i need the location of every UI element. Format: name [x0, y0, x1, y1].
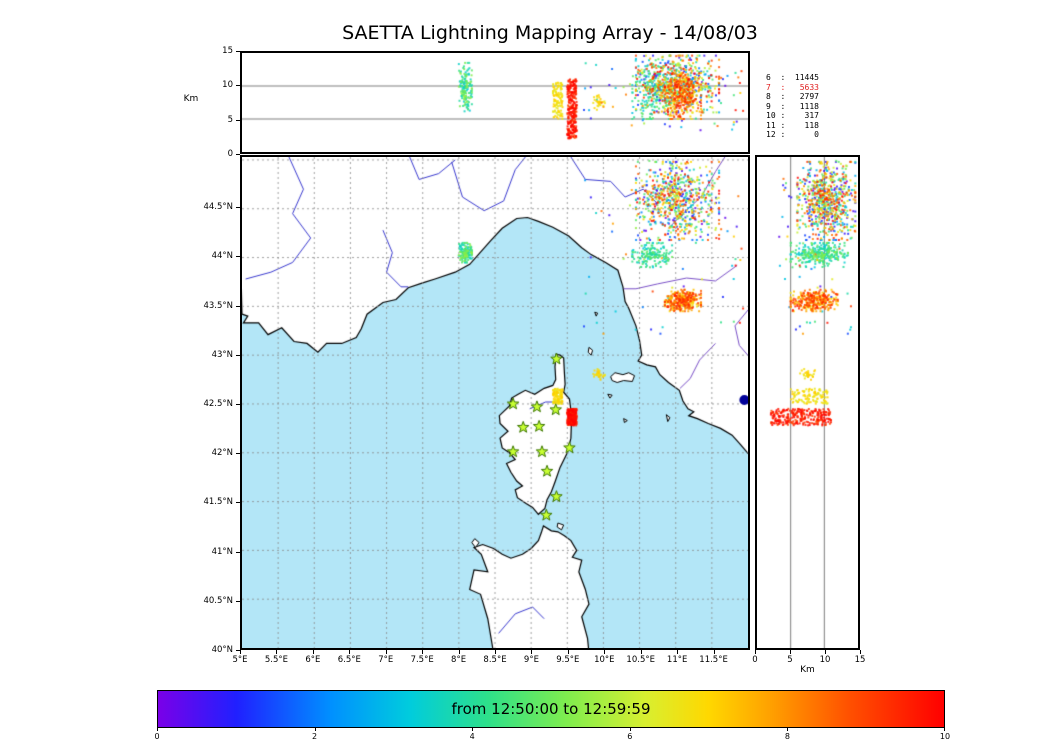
- tick-mark: [240, 650, 241, 654]
- lon-tick-11.5: 11.5°E: [699, 655, 728, 665]
- colorbar-tick-6: 6: [627, 732, 633, 741]
- tick-mark: [236, 650, 240, 651]
- lat-tick-41: 41°N: [211, 546, 233, 557]
- tick-mark: [604, 650, 606, 654]
- lon-tick-5: 5°E: [232, 655, 248, 665]
- lon-tick-7: 7°E: [378, 655, 394, 665]
- tick-mark: [629, 728, 631, 731]
- tick-mark: [472, 728, 474, 731]
- altitude-counts-legend: 6 : 11445 7 : 5633 8 : 2797 9 : 1118 10 : 31…: [766, 73, 819, 140]
- colorbar-tick-8: 8: [784, 732, 790, 741]
- tick-mark: [787, 728, 789, 731]
- lat-tick-44.5: 44.5°N: [203, 202, 233, 213]
- count-row-alt-7: 7 : 5633: [766, 82, 819, 92]
- right-panel-xtick-10: 10: [819, 655, 831, 665]
- count-row-alt-12: 12 : 0: [766, 130, 819, 139]
- tick-mark: [531, 650, 533, 654]
- lat-tick-43: 43°N: [211, 349, 233, 360]
- lon-tick-6: 6°E: [305, 655, 321, 665]
- top-panel-ytick-10: 10: [222, 80, 233, 91]
- lat-tick-42: 42°N: [211, 448, 233, 459]
- tick-mark: [385, 650, 387, 654]
- top-panel-ytick-0: 0: [227, 149, 233, 159]
- tick-mark: [236, 154, 240, 155]
- tick-mark: [677, 650, 679, 654]
- tick-mark: [236, 51, 240, 52]
- lon-tick-8.5: 8.5°E: [483, 655, 507, 665]
- altitude-vs-latitude-panel: [755, 155, 860, 650]
- tick-mark: [236, 305, 240, 307]
- count-row-alt-8: 8 : 2797: [766, 92, 819, 101]
- lon-tick-10.5: 10.5°E: [626, 655, 655, 665]
- colorbar-tick-4: 4: [469, 732, 475, 741]
- tick-mark: [860, 650, 861, 654]
- tick-mark: [236, 207, 240, 209]
- colorbar-tick-0: 0: [154, 732, 160, 741]
- count-row-alt-11: 11 : 118: [766, 120, 819, 130]
- right-panel-xtick-15: 15: [854, 655, 866, 665]
- tick-mark: [640, 650, 642, 654]
- tick-mark: [236, 551, 240, 553]
- tick-mark: [236, 403, 240, 405]
- tick-mark: [458, 650, 460, 654]
- lon-tick-11: 11°E: [666, 655, 688, 665]
- altitude-vs-longitude-panel: [240, 51, 750, 154]
- tick-mark: [236, 119, 240, 121]
- tick-mark: [944, 728, 945, 731]
- lat-tick-40.5: 40.5°N: [203, 595, 233, 606]
- top-panel-ylabel: Km: [183, 94, 199, 104]
- top-panel-ytick-15: 15: [222, 46, 233, 56]
- lat-tick-40: 40°N: [211, 645, 233, 655]
- lon-tick-9: 9°E: [523, 655, 539, 665]
- lat-tick-44: 44°N: [211, 251, 233, 262]
- altitude-latitude-canvas: [757, 157, 858, 648]
- right-panel-xtick-0: 0: [752, 655, 758, 665]
- tick-mark: [236, 85, 240, 87]
- count-row-alt-6: 6 : 11445: [766, 73, 819, 82]
- lon-tick-8: 8°E: [451, 655, 467, 665]
- figure-title: SAETTA Lightning Mapping Array - 14/08/0…: [342, 22, 758, 44]
- tick-mark: [825, 650, 826, 654]
- tick-mark: [236, 453, 240, 455]
- tick-mark: [236, 354, 240, 356]
- colorbar-tick-2: 2: [312, 732, 318, 741]
- count-row-alt-10: 10 : 317: [766, 111, 819, 120]
- lon-tick-6.5: 6.5°E: [337, 655, 361, 665]
- tick-mark: [567, 650, 569, 654]
- map-panel: [240, 155, 750, 650]
- tick-mark: [349, 650, 351, 654]
- tick-mark: [276, 650, 278, 654]
- tick-mark: [157, 728, 158, 731]
- top-panel-ytick-5: 5: [227, 114, 233, 125]
- map-canvas: [242, 157, 748, 648]
- tick-mark: [236, 600, 240, 602]
- time-colorbar: from 12:50:00 to 12:59:59: [157, 690, 945, 728]
- tick-mark: [713, 650, 715, 654]
- lon-tick-5.5: 5.5°E: [264, 655, 288, 665]
- tick-mark: [790, 650, 791, 654]
- count-row-alt-9: 9 : 1118: [766, 101, 819, 111]
- lon-tick-7.5: 7.5°E: [410, 655, 434, 665]
- tick-mark: [236, 256, 240, 258]
- lat-tick-41.5: 41.5°N: [203, 497, 233, 508]
- tick-mark: [495, 650, 496, 654]
- tick-mark: [422, 650, 424, 654]
- altitude-longitude-canvas: [242, 53, 748, 152]
- colorbar-label: from 12:50:00 to 12:59:59: [451, 700, 651, 718]
- right-panel-xtick-5: 5: [787, 655, 793, 665]
- tick-mark: [314, 728, 316, 731]
- tick-mark: [755, 650, 756, 654]
- right-panel-xlabel: Km: [800, 665, 815, 675]
- lat-tick-43.5: 43.5°N: [203, 300, 233, 311]
- tick-mark: [236, 502, 240, 504]
- lat-tick-42.5: 42.5°N: [203, 398, 233, 409]
- lon-tick-10: 10°E: [594, 655, 615, 665]
- colorbar-tick-10: 10: [939, 732, 951, 741]
- lon-tick-9.5: 9.5°E: [556, 655, 580, 665]
- tick-mark: [312, 650, 314, 654]
